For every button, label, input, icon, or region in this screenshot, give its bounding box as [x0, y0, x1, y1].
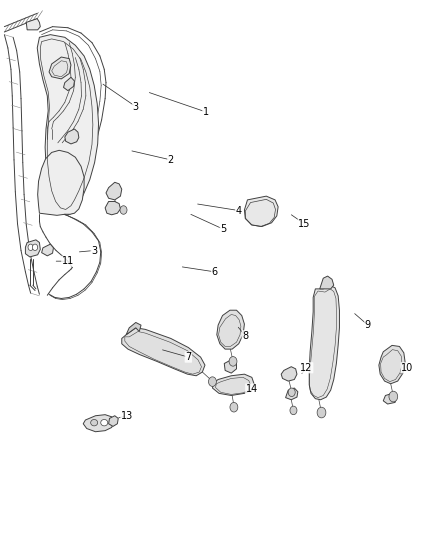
Circle shape [32, 244, 38, 251]
Circle shape [389, 391, 398, 402]
Polygon shape [286, 388, 298, 400]
Polygon shape [109, 416, 118, 426]
Text: 12: 12 [300, 363, 313, 373]
Circle shape [290, 406, 297, 415]
Polygon shape [383, 393, 396, 404]
Polygon shape [64, 77, 74, 91]
Text: 3: 3 [91, 246, 97, 255]
Text: 9: 9 [365, 320, 371, 330]
Circle shape [28, 244, 33, 251]
Text: 6: 6 [212, 267, 218, 277]
Polygon shape [212, 374, 254, 395]
Circle shape [208, 377, 216, 386]
Circle shape [120, 206, 127, 214]
Ellipse shape [101, 419, 108, 426]
Polygon shape [122, 328, 205, 376]
Text: 2: 2 [168, 155, 174, 165]
Circle shape [288, 388, 295, 397]
Circle shape [317, 407, 326, 418]
Polygon shape [42, 244, 53, 256]
Polygon shape [37, 35, 99, 215]
Polygon shape [379, 345, 405, 384]
Polygon shape [38, 150, 84, 215]
Polygon shape [26, 19, 40, 30]
Circle shape [229, 357, 237, 366]
Polygon shape [65, 129, 79, 144]
Text: 7: 7 [185, 352, 191, 362]
Polygon shape [126, 322, 141, 335]
Text: 4: 4 [236, 206, 242, 215]
Text: 14: 14 [246, 384, 258, 394]
Polygon shape [83, 415, 114, 432]
Polygon shape [105, 201, 120, 215]
Text: 3: 3 [133, 102, 139, 111]
Text: 1: 1 [203, 107, 209, 117]
Text: 8: 8 [242, 331, 248, 341]
Circle shape [230, 402, 238, 412]
Text: 10: 10 [401, 363, 413, 373]
Ellipse shape [91, 419, 98, 426]
Polygon shape [217, 310, 244, 349]
Text: 11: 11 [62, 256, 74, 266]
Polygon shape [309, 285, 339, 400]
Text: 15: 15 [298, 219, 311, 229]
Polygon shape [224, 360, 237, 373]
Polygon shape [244, 196, 278, 227]
Polygon shape [106, 182, 122, 200]
Text: 5: 5 [220, 224, 226, 234]
Polygon shape [25, 240, 40, 257]
Polygon shape [281, 367, 297, 381]
Text: 13: 13 [121, 411, 133, 421]
Polygon shape [49, 57, 71, 79]
Polygon shape [320, 276, 334, 289]
